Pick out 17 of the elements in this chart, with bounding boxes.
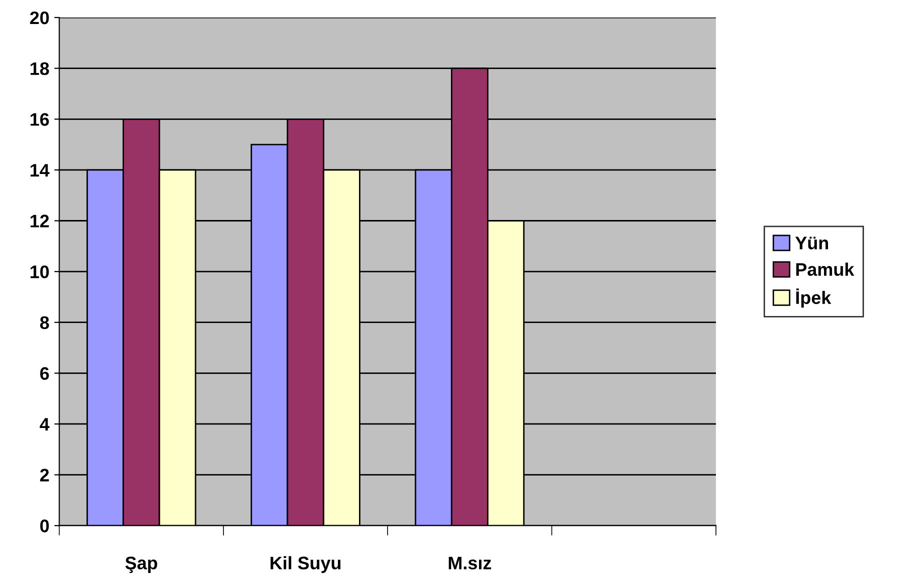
y-tick-label: 2 — [40, 468, 49, 482]
y-tick-label: 0 — [40, 520, 49, 532]
y-tick-label: 20 — [30, 11, 49, 24]
y-tick-label: 8 — [40, 316, 50, 330]
y-tick-label: 4 — [40, 418, 50, 431]
x-tick-label: Şap — [125, 556, 158, 573]
y-tick-label: 10 — [30, 265, 49, 278]
x-tick-label: M.sız — [448, 556, 492, 570]
legend-label: Pamuk — [796, 262, 854, 276]
y-tick-label: 14 — [30, 164, 50, 176]
y-tick-label: 12 — [30, 214, 49, 228]
y-tick-label: 16 — [30, 113, 49, 126]
legend-label: İpek — [796, 288, 832, 308]
x-tick-label: Kil Suyu — [270, 556, 340, 573]
legend-label: Yün — [795, 236, 828, 250]
y-tick-label: 18 — [30, 62, 50, 76]
y-tick-label: 6 — [40, 367, 49, 380]
